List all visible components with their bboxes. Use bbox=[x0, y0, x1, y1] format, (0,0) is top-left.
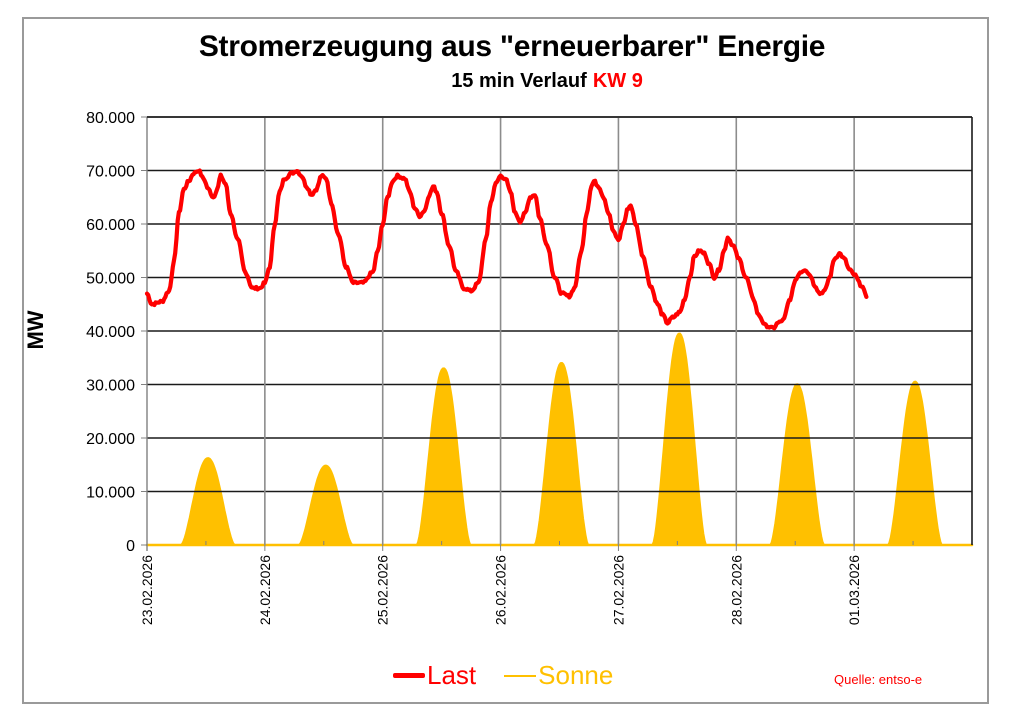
y-tick-label: 10.000 bbox=[86, 485, 135, 502]
legend-swatch-sonne bbox=[504, 674, 537, 677]
chart-frame bbox=[22, 17, 989, 704]
x-tick-label: 24.02.2026 bbox=[257, 555, 273, 625]
y-tick-label: 20.000 bbox=[86, 431, 135, 448]
subtitle-text: 15 min Verlauf bbox=[451, 70, 587, 92]
legend-item-sonne: Sonne bbox=[504, 660, 613, 691]
y-tick-label: 80.000 bbox=[86, 110, 135, 127]
legend-label-last: Last bbox=[427, 660, 477, 690]
legend-item-last: Last bbox=[393, 660, 476, 691]
x-tick-label: 26.02.2026 bbox=[493, 555, 509, 625]
series-last-line bbox=[144, 168, 869, 331]
x-tick-label: 27.02.2026 bbox=[610, 555, 626, 625]
y-tick-label: 40.000 bbox=[86, 324, 135, 341]
source-note: Quelle: entso-e bbox=[834, 672, 923, 687]
y-tick-label: 0 bbox=[126, 538, 135, 555]
y-tick-label: 50.000 bbox=[86, 271, 135, 288]
x-tick-label: 28.02.2026 bbox=[728, 555, 744, 625]
x-tick-label: 25.02.2026 bbox=[375, 555, 391, 625]
x-tick-label: 01.03.2026 bbox=[846, 555, 862, 625]
legend: Last Sonne bbox=[393, 660, 641, 691]
x-tick-label: 23.02.2026 bbox=[139, 555, 155, 625]
subtitle-week: KW 9 bbox=[592, 70, 643, 92]
y-tick-label: 60.000 bbox=[86, 217, 135, 234]
chart-title: Stromerzeugung aus "erneuerbarer" Energi… bbox=[198, 30, 826, 63]
series-sonne-area bbox=[145, 332, 974, 547]
legend-label-sonne: Sonne bbox=[538, 660, 614, 690]
chart-subtitle: 15 min Verlauf KW 9 bbox=[0, 70, 1024, 93]
y-tick-label: 70.000 bbox=[86, 164, 135, 181]
y-tick-label: 30.000 bbox=[86, 378, 135, 395]
legend-swatch-last bbox=[393, 673, 425, 678]
